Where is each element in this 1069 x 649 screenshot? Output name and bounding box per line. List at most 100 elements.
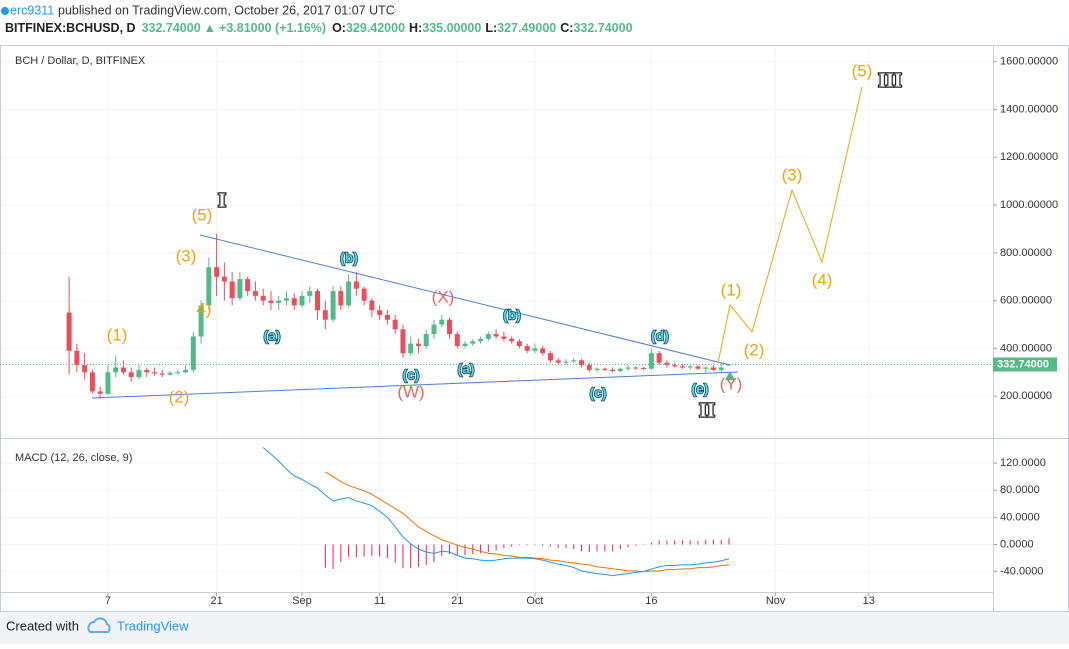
- histogram-bar: [348, 544, 350, 557]
- candle-body: [113, 367, 119, 373]
- wave-label: I: [218, 190, 226, 212]
- candle-body: [462, 343, 468, 347]
- x-tick-label: Nov: [766, 595, 786, 607]
- histogram-bar: [720, 539, 722, 545]
- candle-body: [229, 281, 235, 299]
- candle-body: [718, 367, 724, 370]
- symbol: BITFINEX:BCHUSD, D 332.74000 ▲ +3.81000 (+1…: [5, 21, 633, 35]
- user[interactable]: erc9311: [10, 3, 54, 17]
- candle-body: [501, 336, 507, 339]
- y-tick-label: 1600.00000: [1000, 56, 1058, 68]
- candle-body: [633, 367, 639, 369]
- candle-body: [221, 276, 227, 282]
- histogram-bar: [643, 544, 645, 545]
- histogram-bar: [573, 544, 575, 550]
- histogram-bar: [386, 544, 388, 559]
- wave-label: (c): [402, 367, 419, 383]
- candle-body: [695, 366, 701, 369]
- candle-body: [377, 310, 383, 315]
- wave-label: (Y): [720, 374, 743, 393]
- candle-body: [190, 336, 196, 370]
- histogram-bar: [394, 544, 396, 563]
- footer-brand[interactable]: TradingView: [117, 618, 189, 633]
- candle-body: [454, 334, 460, 347]
- marks: 332.74000: [0, 233, 1057, 577]
- trendline-lower: [91, 371, 739, 399]
- wave-label: (a): [263, 328, 280, 344]
- histogram-bar: [324, 544, 326, 568]
- candle-body: [237, 279, 243, 299]
- histogram-bar: [456, 544, 458, 555]
- candle-body: [711, 367, 717, 370]
- candle-body: [509, 338, 515, 342]
- candle-body: [524, 346, 530, 351]
- projection-path: [717, 86, 863, 364]
- candle-body: [167, 372, 173, 375]
- candle-body: [679, 366, 685, 368]
- candle-body: [245, 279, 251, 292]
- histogram-bar: [627, 544, 629, 548]
- candle-body: [198, 305, 204, 337]
- histogram-bar: [526, 544, 528, 546]
- x-tick-label: Oct: [526, 595, 543, 607]
- candle-body: [602, 368, 608, 370]
- candle-body: [571, 360, 577, 362]
- tv-logo: [87, 617, 111, 633]
- wave-label: (5): [192, 205, 213, 224]
- wave-label: II: [699, 400, 715, 422]
- histogram-bar: [363, 544, 365, 557]
- y-tick-label: 800.00000: [1000, 247, 1052, 259]
- candle-body: [586, 365, 592, 370]
- candle-body: [346, 281, 352, 306]
- x-tick-label: 21: [451, 595, 463, 607]
- candle-body: [648, 353, 654, 369]
- histogram-bar: [518, 544, 520, 546]
- y-tick-label: 1000.00000: [1000, 199, 1058, 211]
- y-tick-label: 1200.00000: [1000, 151, 1058, 163]
- candle-body: [206, 267, 212, 306]
- x-tick-label: 16: [645, 595, 657, 607]
- last-price-label: 332.74000: [997, 358, 1049, 370]
- candle-body: [276, 300, 282, 304]
- wave-label: (5): [852, 61, 873, 80]
- candle-body: [105, 372, 111, 394]
- wave-label: (d): [651, 328, 669, 344]
- candle-body: [641, 368, 647, 370]
- wave-label: (3): [176, 246, 197, 265]
- histogram-bar: [728, 538, 730, 545]
- x-tick-label: 13: [863, 595, 875, 607]
- y-tick-label: 80.0000: [1000, 484, 1040, 496]
- candle-body: [315, 291, 321, 311]
- wave-label: (W): [397, 382, 424, 401]
- candle-body: [136, 369, 142, 378]
- candle-body: [594, 368, 600, 370]
- histogram-bar: [581, 544, 583, 552]
- candle-body: [384, 314, 390, 320]
- candle-body: [291, 298, 297, 306]
- candle-body: [144, 369, 150, 373]
- histogram-bar: [658, 540, 660, 545]
- candle-body: [338, 291, 344, 306]
- histogram-bar: [449, 544, 451, 554]
- candle-body: [260, 295, 266, 301]
- histogram-bar: [697, 541, 699, 545]
- c-label: C:: [560, 21, 573, 35]
- histogram-bar: [612, 544, 614, 552]
- user-dot: [1, 7, 9, 15]
- histogram-bar: [542, 544, 544, 546]
- wave-label: III: [878, 70, 902, 92]
- candle-body: [672, 365, 678, 367]
- candle-body: [478, 338, 484, 342]
- wave-label: 4): [196, 299, 211, 318]
- wave-label: (2): [169, 387, 190, 406]
- histogram-bar: [588, 544, 590, 552]
- histogram-bar: [487, 544, 489, 552]
- change: +3.81000 (+1.16%): [219, 21, 326, 35]
- l-label: L:: [485, 21, 497, 35]
- candle-body: [447, 319, 453, 335]
- candle-body: [423, 334, 429, 347]
- candle-body: [214, 267, 220, 277]
- last-price-box: [993, 357, 1057, 372]
- candle-body: [74, 350, 80, 366]
- wave-label: (a): [457, 361, 474, 377]
